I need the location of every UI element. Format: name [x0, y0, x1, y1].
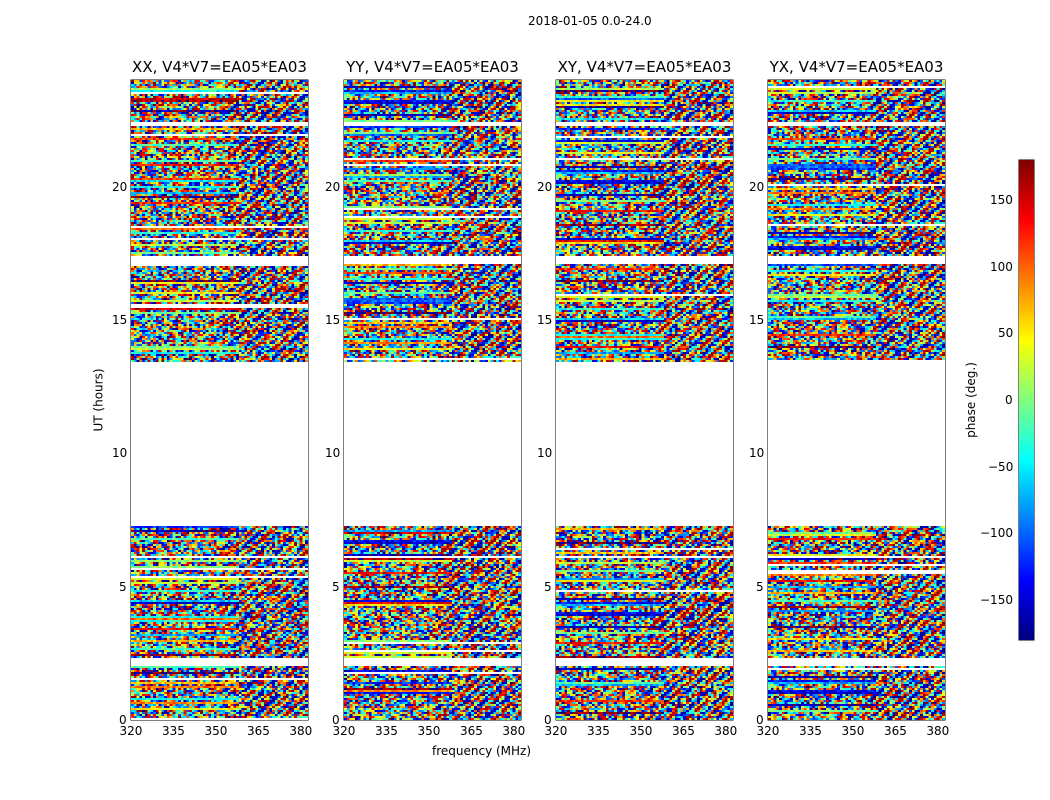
- y-tick-label: 0: [332, 713, 340, 727]
- y-tick-label: 20: [537, 179, 553, 194]
- y-tick-label: 10: [537, 446, 553, 461]
- heatmap-panel-xx: [131, 80, 308, 720]
- y-tick-label: 0: [756, 713, 764, 727]
- panel-title: XY, V4*V7=EA05*EA03: [557, 58, 732, 76]
- x-tick-label: 335: [161, 724, 185, 738]
- y-tick-label: 10: [112, 446, 128, 461]
- y-tick-label: 20: [325, 179, 341, 194]
- colorbar-tick-label: −150: [980, 593, 1013, 607]
- x-tick-label: 350: [629, 724, 653, 738]
- x-tick-label: 320: [119, 724, 143, 738]
- y-tick-label: 0: [544, 713, 552, 727]
- x-tick-label: 380: [926, 724, 950, 738]
- y-tick-label: 5: [544, 579, 552, 594]
- x-tick-label: 365: [246, 724, 270, 738]
- colorbar-tick-label: 0: [1005, 393, 1013, 407]
- x-tick-label: 350: [841, 724, 865, 738]
- x-axis-label: frequency (MHz): [432, 744, 532, 758]
- heatmap-panel-yy: [344, 80, 521, 720]
- y-tick-label: 15: [537, 313, 553, 327]
- y-tick-label: 15: [749, 313, 765, 327]
- y-tick-label: 5: [119, 579, 127, 594]
- colorbar-tick-label: 150: [990, 193, 1013, 207]
- y-tick-label: 5: [332, 579, 340, 594]
- x-tick-label: 365: [883, 724, 907, 738]
- x-tick-label: 365: [459, 724, 483, 738]
- heatmap-panel-yx: [768, 80, 945, 720]
- panel-title: YY, V4*V7=EA05*EA03: [346, 58, 519, 76]
- figure-title: 2018-01-05 0.0-24.0: [528, 14, 652, 28]
- y-tick-label: 20: [749, 179, 765, 194]
- heatmap-panel-xy: [556, 80, 733, 720]
- x-tick-label: 320: [332, 724, 356, 738]
- y-tick-label: 5: [756, 579, 764, 594]
- x-tick-label: 380: [714, 724, 738, 738]
- y-tick-label: 15: [325, 313, 341, 327]
- x-tick-label: 365: [671, 724, 695, 738]
- y-tick-label: 20: [112, 179, 128, 194]
- x-tick-label: 335: [374, 724, 398, 738]
- x-tick-label: 320: [544, 724, 568, 738]
- colorbar-tick-label: 50: [998, 326, 1014, 341]
- x-tick-label: 380: [289, 724, 313, 738]
- colorbar-tick-label: 100: [990, 259, 1013, 274]
- x-tick-label: 380: [502, 724, 526, 738]
- x-tick-label: 350: [204, 724, 228, 738]
- y-tick-label: 10: [749, 446, 765, 461]
- panel-title: XX, V4*V7=EA05*EA03: [132, 58, 307, 76]
- colorbar: [1019, 160, 1034, 640]
- panel-title: YX, V4*V7=EA05*EA03: [769, 58, 944, 76]
- colorbar-tick-label: −50: [988, 459, 1014, 474]
- colorbar-tick-label: −100: [980, 526, 1013, 541]
- x-tick-label: 335: [798, 724, 822, 738]
- x-tick-label: 350: [417, 724, 441, 738]
- y-tick-label: 0: [119, 713, 127, 727]
- x-tick-label: 335: [586, 724, 610, 738]
- y-tick-label: 10: [325, 446, 341, 461]
- y-tick-label: 15: [112, 313, 128, 327]
- x-tick-label: 320: [756, 724, 780, 738]
